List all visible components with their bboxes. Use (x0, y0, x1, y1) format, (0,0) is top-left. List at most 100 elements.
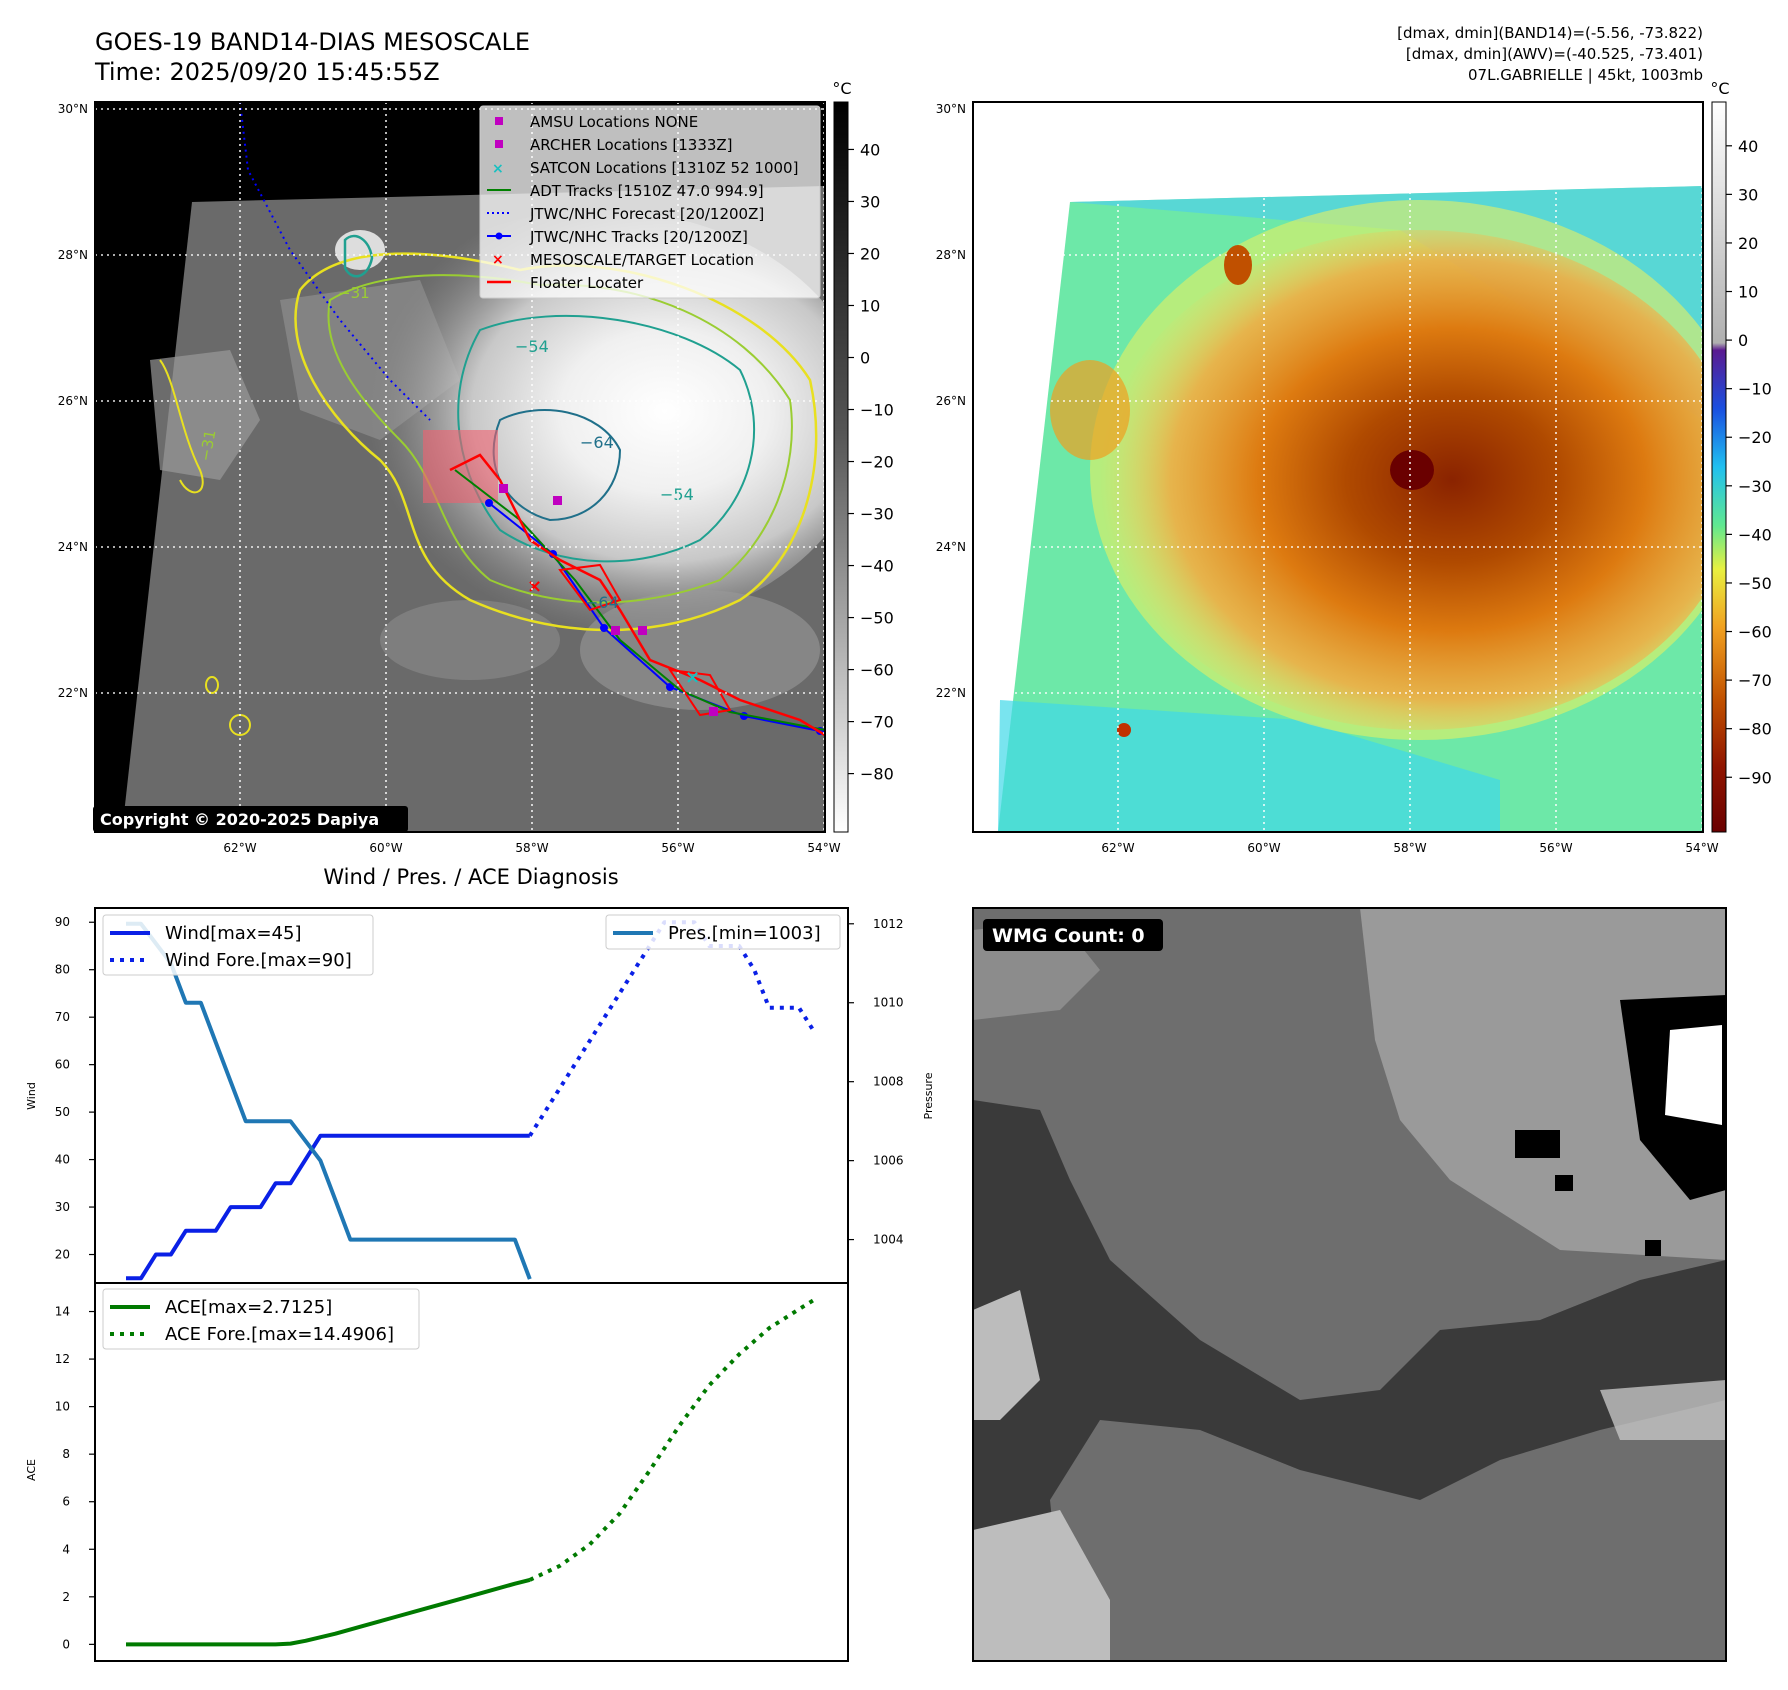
pressure-tick-label: 1004 (873, 1233, 904, 1247)
contour-label-1: −54 (515, 337, 549, 356)
series-line-wind (126, 1133, 530, 1281)
legend-wind: Wind[max=45] (165, 923, 302, 944)
svg-text:×: × (527, 576, 542, 597)
series-line-pressure (126, 921, 532, 1280)
title-line-1: GOES-19 BAND14-DIAS MESOSCALE (95, 28, 530, 56)
colorbar-color-tick: 40 (1738, 137, 1758, 156)
colorbar-color: °C 40 30 20 10 0 −10 −20 −30 −40 −50 −60 −70 −80 −90 (1710, 79, 1772, 833)
colorbar-color-tick: 20 (1738, 234, 1758, 253)
colorbar-color-tick: −50 (1738, 574, 1772, 593)
colorbar-color-tick: −80 (1738, 720, 1772, 739)
colorbar-color-tick: 0 (1738, 331, 1748, 350)
svg-text:58°W: 58°W (1393, 841, 1426, 855)
legend-forecast: JTWC/NHC Forecast [20/1200Z] (529, 205, 764, 223)
legend-pressure: Pres.[min=1003] (668, 923, 821, 944)
band14-map: × × −54 −64 −31 −31 −64 −54 Copyright © … (93, 101, 826, 833)
map2-lat-ticks: 30°N 28°N 26°N 24°N 22°N (936, 102, 966, 700)
legend-wind-forecast: Wind Fore.[max=90] (165, 950, 352, 971)
contour-label-5: −64 (585, 593, 619, 612)
pressure-tick-label: 1008 (873, 1075, 904, 1089)
contour-label-3: −31 (338, 284, 370, 302)
colorbar-color-tick: 10 (1738, 283, 1758, 302)
contour-label-2: −64 (580, 433, 614, 452)
contour-label-4: −31 (196, 428, 219, 462)
svg-text:24°N: 24°N (936, 540, 966, 554)
colorbar-color-unit: °C (1710, 79, 1729, 98)
wind-tick-label: 40 (55, 1153, 70, 1167)
contour-label-6: −54 (660, 485, 694, 504)
title-line-2: Time: 2025/09/20 15:45:55Z (94, 58, 440, 86)
svg-text:60°W: 60°W (369, 841, 402, 855)
svg-text:24°N: 24°N (58, 540, 88, 554)
svg-text:×: × (685, 667, 700, 688)
legend-amsu: AMSU Locations NONE (530, 113, 698, 131)
map2-lon-ticks: 62°W 60°W 58°W 56°W 54°W (1101, 841, 1718, 855)
ace-tick-label: 6 (62, 1495, 70, 1509)
ace-tick-label: 8 (62, 1447, 70, 1461)
wind-tick-label: 70 (55, 1010, 70, 1024)
svg-text:30°N: 30°N (936, 102, 966, 116)
wind-tick-label: 30 (55, 1200, 70, 1214)
svg-text:56°W: 56°W (1539, 841, 1572, 855)
legend-tracks: JTWC/NHC Tracks [20/1200Z] (529, 228, 748, 246)
colorbar-gray-tick: −40 (860, 557, 894, 576)
svg-text:54°W: 54°W (1685, 841, 1718, 855)
series-line-ace (126, 1577, 531, 1647)
pressure-tick-label: 1012 (873, 917, 904, 931)
colorbar-gray-tick: −20 (860, 453, 894, 472)
wmg-count-badge: WMG Count: 0 (992, 925, 1145, 947)
series-line-wind-forecast (528, 920, 816, 1137)
svg-text:28°N: 28°N (58, 248, 88, 262)
info-line-1: [dmax, dmin](BAND14)=(-5.56, -73.822) (1397, 24, 1703, 42)
copyright-badge: Copyright © 2020-2025 Dapiya (100, 810, 379, 829)
svg-text:22°N: 22°N (58, 686, 88, 700)
map1-lon-ticks: 62°W 60°W 58°W 56°W 54°W (223, 841, 840, 855)
ace-legend: ACE[max=2.7125] ACE Fore.[max=14.4906] (102, 1288, 420, 1350)
svg-text:56°W: 56°W (661, 841, 694, 855)
colorbar-gray: °C 40 30 20 10 0 −10 −20 −30 −40 −50 −60 −70 −80 (832, 79, 894, 833)
ace-tick-label: 12 (55, 1352, 70, 1366)
colorbar-gray-tick: 10 (860, 296, 880, 315)
colorbar-color-tick: −10 (1738, 380, 1772, 399)
colorbar-gray-tick: −50 (860, 609, 894, 628)
wind-pressure-chart: 90 80 70 60 50 40 30 20 1012 1010 1008 1006 1004 Wi… (25, 907, 935, 1284)
ace-tick-label: 0 (62, 1637, 70, 1651)
svg-text:×: × (492, 252, 504, 268)
svg-text:60°W: 60°W (1247, 841, 1280, 855)
ace-tick-label: 10 (55, 1400, 70, 1414)
svg-text:62°W: 62°W (223, 841, 256, 855)
wind-legend: Wind[max=45] Wind Fore.[max=90] (102, 914, 374, 976)
colorbar-gray-tick: 40 (860, 140, 880, 159)
svg-text:26°N: 26°N (936, 394, 966, 408)
diagnosis-title: Wind / Pres. / ACE Diagnosis (323, 865, 618, 889)
svg-text:26°N: 26°N (58, 394, 88, 408)
legend-satcon: SATCON Locations [1310Z 52 1000] (530, 159, 798, 177)
ace-axis-label: ACE (25, 1459, 38, 1481)
colorbar-gray-tick: −70 (860, 713, 894, 732)
colorbar-gray-tick: 0 (860, 349, 870, 368)
colorbar-gray-tick: −30 (860, 505, 894, 524)
wmg-panel: WMG Count: 0 (972, 907, 1727, 1662)
colorbar-color-tick: −70 (1738, 671, 1772, 690)
wind-tick-label: 80 (55, 963, 70, 977)
svg-text:58°W: 58°W (515, 841, 548, 855)
info-line-2: [dmax, dmin](AWV)=(-40.525, -73.401) (1406, 45, 1703, 63)
legend-adt: ADT Tracks [1510Z 47.0 994.9] (530, 182, 764, 200)
legend-archer: ARCHER Locations [1333Z] (530, 136, 733, 154)
pressure-tick-label: 1006 (873, 1154, 904, 1168)
wind-tick-label: 50 (55, 1105, 70, 1119)
colorbar-gray-tick: −80 (860, 765, 894, 784)
legend-target: MESOSCALE/TARGET Location (530, 251, 754, 269)
legend-ace: ACE[max=2.7125] (165, 1297, 332, 1318)
colorbar-gray-unit: °C (832, 79, 851, 98)
pressure-legend: Pres.[min=1003] (605, 914, 841, 950)
colorbar-color-tick: −90 (1738, 768, 1772, 787)
svg-text:22°N: 22°N (936, 686, 966, 700)
ace-chart: 14 12 10 8 6 4 2 0 ACE ACE[max=2.7125] ACE Fore… (25, 1282, 849, 1662)
map-legend: × × AMSU Locations NONE ARCHER Locations… (479, 105, 821, 299)
pressure-axis-label: Pressure (922, 1072, 935, 1119)
ace-tick-label: 14 (55, 1305, 70, 1319)
map1-lat-ticks: 30°N 28°N 26°N 24°N 22°N (58, 102, 88, 700)
info-line-3: 07L.GABRIELLE | 45kt, 1003mb (1468, 66, 1703, 84)
